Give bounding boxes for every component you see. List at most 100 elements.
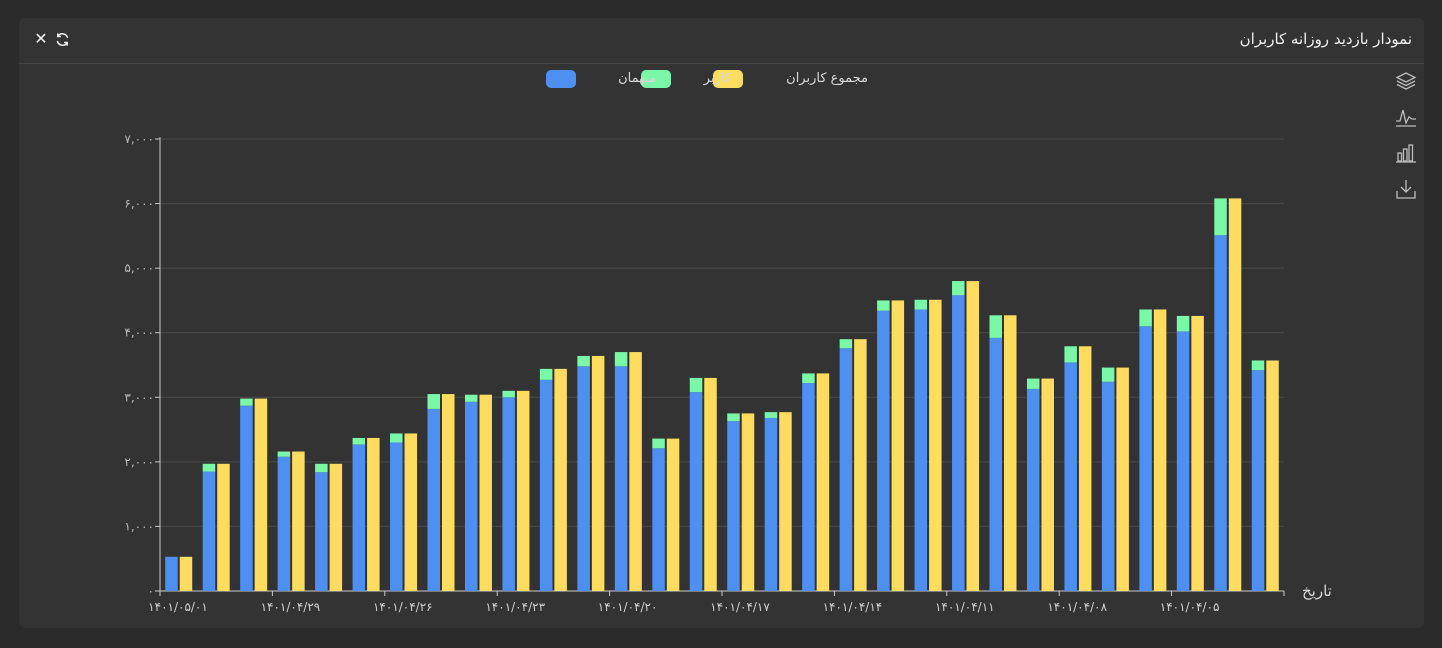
bar-guest [1251, 370, 1265, 591]
bar-guest [839, 348, 853, 591]
bar-guest [877, 310, 890, 591]
bar-user [427, 394, 440, 409]
bar-guest [689, 392, 703, 591]
bar-total [442, 394, 455, 591]
close-icon: ✕ [34, 29, 48, 48]
x-tick-label: ۱۴۰۱/۰۴/۱۴ [823, 600, 883, 614]
bar-user [877, 300, 890, 311]
bar-guest [464, 401, 478, 591]
bar-total [329, 463, 343, 591]
close-button[interactable]: ✕ [32, 30, 50, 48]
bar-guest [989, 337, 1002, 591]
bar-user [914, 299, 928, 310]
bar-total [741, 413, 755, 591]
bar-guest [952, 295, 965, 591]
bar-total [554, 368, 567, 591]
line-chart-icon [1396, 109, 1416, 127]
bar-guest [614, 366, 628, 591]
bar-total [217, 463, 230, 591]
y-tick-label: ۰ [148, 584, 154, 598]
bar-total [629, 352, 642, 591]
bar-total [929, 299, 942, 591]
bar-guest [352, 444, 366, 591]
bar-total [1078, 346, 1092, 591]
bar-user [839, 339, 853, 349]
x-tick-label: ۱۴۰۱/۰۴/۲۳ [485, 600, 545, 614]
y-tick-label: ۵,۰۰۰ [124, 261, 154, 275]
bar-guest [652, 448, 665, 591]
bar-user [202, 463, 216, 472]
bar-user [952, 281, 965, 296]
bar-total [666, 438, 680, 591]
bar-user [689, 377, 703, 393]
bar-user [1214, 198, 1227, 236]
download-icon [1396, 180, 1416, 199]
x-tick-label: ۱۴۰۱/۰۴/۰۸ [1047, 600, 1107, 614]
bar-user [1101, 367, 1115, 382]
bar-user [614, 352, 628, 367]
bar-total [516, 390, 530, 591]
bar-total [404, 433, 418, 591]
legend-label: کاربر [703, 71, 732, 86]
bar-guest [1101, 381, 1115, 591]
download-button[interactable] [1395, 178, 1417, 200]
legend-label: مجموع کاربران [786, 71, 868, 86]
panel-title: نمودار بازدید روزانه کاربران [1239, 30, 1412, 48]
x-tick-label: ۱۴۰۱/۰۴/۲۹ [261, 600, 321, 614]
legend-label: میهمان [618, 71, 656, 86]
bar-guest [802, 383, 815, 591]
bar-total [179, 556, 193, 591]
bar-total [891, 300, 905, 591]
bar-guest [1214, 235, 1227, 591]
bar-user [577, 355, 590, 367]
bar-user [1064, 346, 1077, 363]
bar-total [1191, 315, 1204, 591]
bar-user [1139, 309, 1152, 327]
bar-view-button[interactable] [1395, 142, 1417, 164]
bar-user [464, 394, 478, 402]
x-tick-label: ۱۴۰۱/۰۴/۲۰ [598, 600, 658, 614]
bar-guest [240, 405, 253, 591]
x-tick-label: ۱۴۰۱/۰۴/۰۵ [1160, 600, 1220, 614]
bar-guest [277, 456, 291, 591]
bar-guest [202, 471, 216, 591]
panel-header: نمودار بازدید روزانه کاربران ✕ [19, 18, 1424, 64]
bar-user [240, 398, 253, 406]
bar-guest [427, 408, 440, 591]
refresh-icon [56, 32, 68, 46]
bar-user [277, 451, 291, 457]
bar-guest [764, 417, 778, 591]
bar-total [1153, 309, 1167, 591]
bar-guest [727, 421, 740, 591]
bar-total [591, 355, 605, 591]
refresh-button[interactable] [53, 30, 71, 48]
bar-guest [1064, 362, 1077, 591]
legend-swatch [546, 70, 576, 88]
line-view-button[interactable] [1395, 106, 1417, 128]
legend-swatch [641, 70, 671, 88]
y-tick-label: ۲,۰۰۰ [124, 455, 154, 469]
bar-total [367, 437, 380, 591]
bar-user [390, 433, 403, 443]
bar-total [1116, 367, 1129, 591]
bar-total [1004, 315, 1017, 591]
bar-total [479, 394, 492, 591]
bar-total [292, 451, 305, 591]
y-tick-label: ۱,۰۰۰ [124, 519, 154, 533]
bar-user [1176, 315, 1190, 332]
legend-swatch [713, 70, 743, 88]
bar-total [816, 373, 830, 591]
y-tick-label: ۶,۰۰۰ [124, 197, 154, 211]
bar-guest [390, 442, 403, 591]
bar-guest [502, 397, 515, 591]
x-tick-label: ۱۴۰۱/۰۴/۱۱ [935, 600, 995, 614]
stack-toggle-button[interactable] [1395, 70, 1417, 92]
bar-user [502, 390, 515, 398]
bar-guest [315, 472, 328, 591]
bar-user [727, 413, 740, 422]
bar-user [652, 438, 665, 449]
bar-total [1228, 198, 1242, 592]
bar-guest [1026, 388, 1040, 591]
bar-user [1251, 360, 1265, 371]
